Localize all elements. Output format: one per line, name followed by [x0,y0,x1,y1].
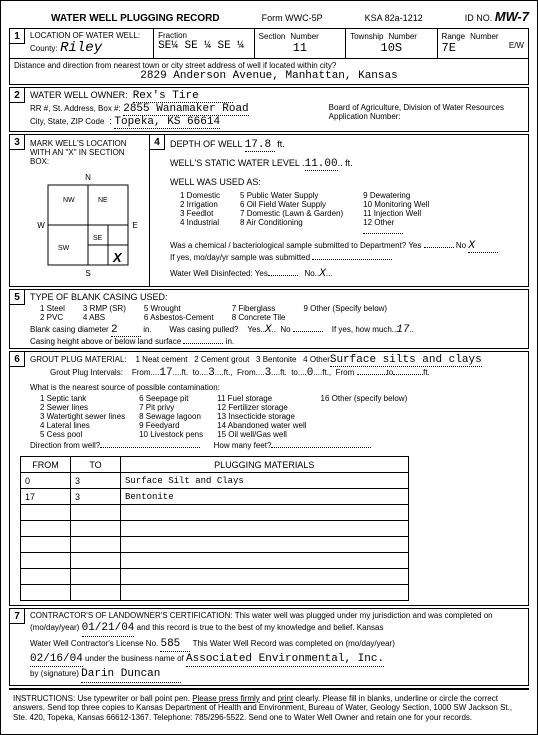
mark-location-label: MARK WELL'S LOCATION WITH AN "X" IN SECT… [30,139,145,166]
township-value: 10S [350,41,432,55]
section-num-2: 2 [9,87,25,103]
csz-value: Topeka, KS 66614 [114,116,220,129]
section-num-1: 1 [9,28,25,44]
contam-label: What is the nearest source of possible c… [30,383,524,392]
used-label: WELL WAS USED AS: [170,177,524,187]
location-label: LOCATION OF WATER WELL: [30,31,149,40]
form-title: WATER WELL PLUGGING RECORD [51,13,220,24]
section-5: 5 TYPE OF BLANK CASING USED: 1 Steel2 PV… [9,289,529,349]
distance-value: 2829 Anderson Avenue, Manhattan, Kansas [14,70,524,82]
svg-text:SW: SW [58,245,70,252]
svg-text:X: X [112,250,123,265]
uses-col2: 5 Public Water Supply6 Oil Field Water S… [240,191,343,236]
ksa: KSA 82a-1212 [365,13,423,23]
section-num-5: 5 [9,289,25,305]
svg-text:N: N [85,173,91,182]
app-label: Application Number: [329,112,504,121]
fraction-value: SE¼ SE ¼ SE ¼ [158,40,250,52]
svg-text:S: S [85,269,90,278]
id-field: ID NO. MW-7 [465,9,529,24]
owner-value: Rex's Tire [133,90,233,103]
section-value: 11 [259,41,341,55]
section-3-4: 3 MARK WELL'S LOCATION WITH AN "X" IN SE… [9,134,529,287]
section-box-diagram: N S W E NW NE SW SE X [33,170,143,280]
grout-other: Surface silts and clays [330,354,482,367]
header: WATER WELL PLUGGING RECORD Form WWC-5P K… [9,9,529,24]
addr-value: 2855 Wanamaker Road [123,103,248,116]
form-number: Form WWC-5P [262,13,323,23]
static-value: 11.00 [305,158,338,171]
section-6: 6 GROUT PLUG MATERIAL: 1 Neat cement 2 C… [9,351,529,606]
svg-text:W: W [37,221,45,230]
instructions: INSTRUCTIONS: Use typewriter or ball poi… [9,688,529,727]
range-value: 7E [442,41,456,55]
svg-text:NE: NE [98,197,108,204]
chem-no-x: X [468,240,498,253]
distance-label: Distance and direction from nearest town… [14,61,524,70]
section-num-6: 6 [9,351,25,367]
section-7: 7 CONTRACTOR'S OF LANDOWNER'S CERTIFICAT… [9,608,529,686]
section-num-4: 4 [149,134,165,150]
cert-date2: 02/16/04 [30,652,83,667]
depth-value: 17.8 [245,139,275,152]
board-label: Board of Agriculture, Division of Water … [329,103,504,112]
svg-text:SE: SE [93,235,103,242]
howmuch-value: 17 [396,324,409,336]
form-page: WATER WELL PLUGGING RECORD Form WWC-5P K… [0,0,538,735]
section-1: 1 LOCATION OF WATER WELL: County: Riley … [9,28,529,85]
county-value: Riley [60,40,102,56]
pulled-x: X [265,324,272,336]
svg-text:NW: NW [63,197,75,204]
section-num-3: 3 [9,134,25,150]
sig-value: Darin Duncan [81,667,181,682]
casing-title: TYPE OF BLANK CASING USED: [30,292,524,302]
uses-col3: 9 Dewatering10 Monitoring Well11 Injecti… [363,191,429,236]
cert-date: 01/21/04 [82,621,135,636]
diam-value: 2 [111,324,141,337]
lic-value: 585 [160,637,190,652]
biz-value: Associated Environmental, Inc. [186,652,384,667]
svg-text:E: E [132,221,137,230]
section-2: 2 WATER WELL OWNER: Rex's Tire RR #, St.… [9,87,529,132]
uses-col1: 1 Domestic2 Irrigation3 Feedlot4 Industr… [180,191,220,236]
section-num-7: 7 [9,608,25,624]
disinfect-no-x: X [319,268,326,280]
plugging-table: FROMTOPLUGGING MATERIALS 03Surface Silt … [20,456,409,601]
